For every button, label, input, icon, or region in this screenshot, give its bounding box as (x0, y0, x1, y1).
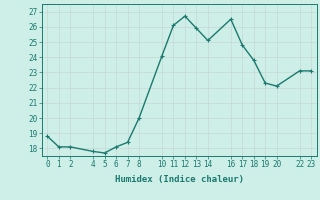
X-axis label: Humidex (Indice chaleur): Humidex (Indice chaleur) (115, 175, 244, 184)
